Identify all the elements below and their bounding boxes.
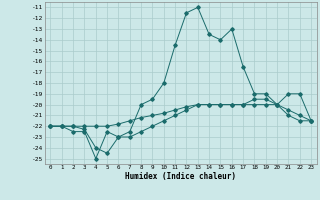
X-axis label: Humidex (Indice chaleur): Humidex (Indice chaleur)	[125, 172, 236, 181]
